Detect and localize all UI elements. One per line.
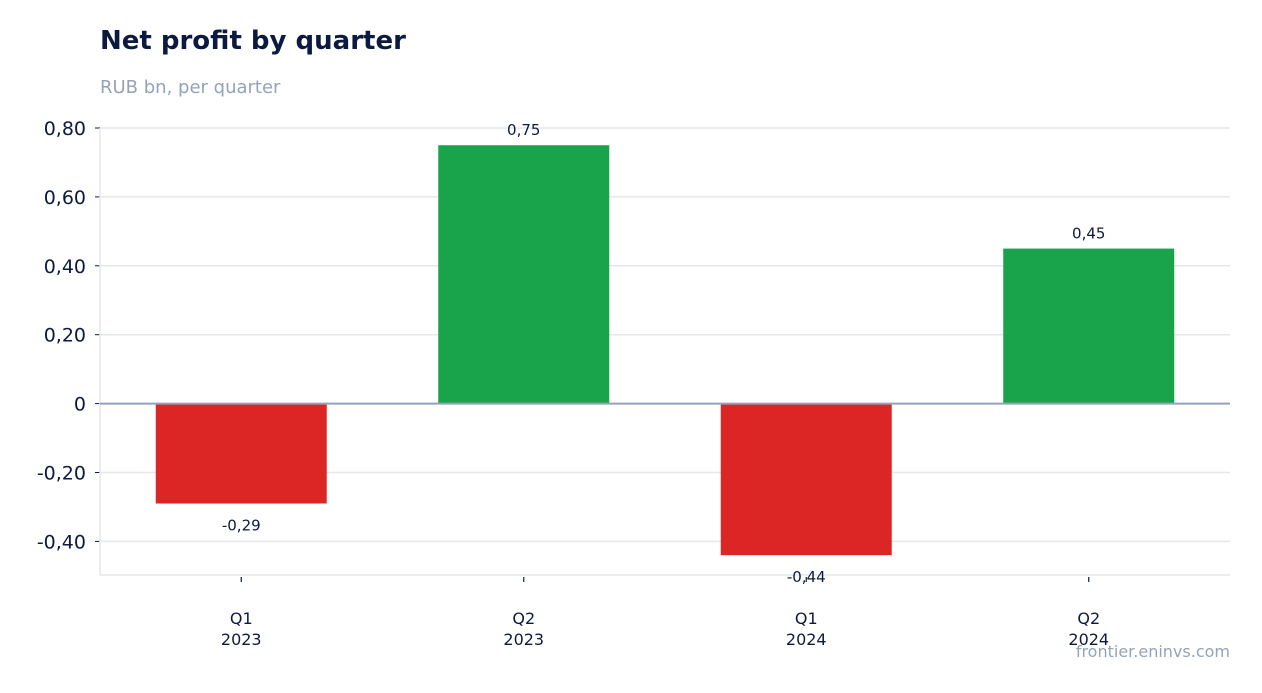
chart-subtitle: RUB bn, per quarter [100,77,281,98]
bar-q2-2023 [438,145,610,404]
y-tick-label: 0,80 [44,118,86,140]
labels: 0,80 0,60 0,40 0,20 0 -0,20 -0,40 -0,29 Q1 2023 0,… [37,118,1109,649]
x-tick-label: Q2 [1077,609,1100,628]
y-tick-label: -0,40 [37,531,86,553]
y-tick-label: 0,40 [44,256,86,278]
x-tick-label-year: 2023 [221,630,262,649]
bar-q1-2023 [155,403,327,504]
x-tick-label-year: 2024 [786,630,827,649]
data-label: -0,29 [222,517,261,535]
data-label: 0,45 [1072,225,1105,243]
x-tick-label: Q1 [230,609,253,628]
y-tick-label: 0 [74,394,86,416]
bar-q2-2024 [1003,248,1175,404]
x-tick-label: Q2 [512,609,535,628]
y-tick-label: -0,20 [37,463,86,485]
y-tick-label: 0,60 [44,187,86,209]
x-tick-label: Q1 [795,609,818,628]
data-label: 0,75 [507,121,540,139]
x-tick-label-year: 2023 [503,630,544,649]
axes [95,127,1230,582]
chart-title: Net profit by quarter [100,26,406,56]
bar-q1-2024 [720,403,892,556]
bars [155,145,1175,556]
x-tick-label-year: 2024 [1068,630,1109,649]
data-label: -0,44 [787,568,826,586]
source-credit: frontier.eninvs.com [1075,642,1230,661]
y-tick-label: 0,20 [44,325,86,347]
